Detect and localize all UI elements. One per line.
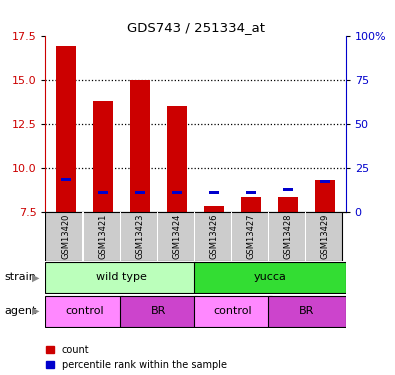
Bar (172, 191, 182, 194)
Bar (120, 212, 121, 261)
Bar (156, 212, 158, 261)
Text: GSM13424: GSM13424 (173, 214, 181, 259)
Title: GDS743 / 251334_at: GDS743 / 251334_at (126, 21, 265, 34)
Bar (231, 212, 232, 261)
Text: wild type: wild type (96, 273, 147, 282)
Text: control: control (65, 306, 103, 316)
Text: GSM13427: GSM13427 (246, 213, 256, 259)
Bar (93, 101, 113, 212)
Bar (83, 212, 84, 261)
Bar (283, 188, 293, 191)
Bar (278, 197, 298, 212)
Text: GSM13426: GSM13426 (210, 213, 218, 259)
Bar (320, 180, 331, 183)
Text: GSM13429: GSM13429 (321, 214, 330, 259)
Text: strain: strain (4, 273, 36, 282)
Bar (315, 180, 335, 212)
Bar (130, 80, 150, 212)
Bar (268, 296, 346, 327)
Bar (45, 296, 123, 327)
Text: GSM13421: GSM13421 (98, 214, 107, 259)
Bar (194, 212, 195, 261)
Text: agent: agent (4, 306, 36, 316)
Bar (246, 191, 256, 194)
Text: GSM13428: GSM13428 (284, 213, 293, 259)
Text: yucca: yucca (253, 273, 286, 282)
Text: GSM13423: GSM13423 (135, 213, 145, 259)
Text: ▶: ▶ (32, 273, 39, 282)
Bar (194, 262, 346, 293)
Bar (45, 262, 198, 293)
Bar (204, 206, 224, 212)
Bar (209, 191, 219, 194)
Text: GSM13420: GSM13420 (61, 214, 70, 259)
Bar (98, 191, 108, 194)
Bar (241, 197, 261, 212)
Bar (167, 106, 187, 212)
Text: BR: BR (299, 306, 314, 316)
Bar (56, 46, 76, 212)
Text: BR: BR (151, 306, 166, 316)
Text: control: control (213, 306, 252, 316)
Text: ▶: ▶ (32, 306, 39, 316)
Bar (120, 296, 198, 327)
Bar (60, 178, 71, 181)
Bar (268, 212, 269, 261)
Bar (135, 191, 145, 194)
Bar (194, 296, 271, 327)
Bar (305, 212, 307, 261)
Legend: count, percentile rank within the sample: count, percentile rank within the sample (46, 345, 227, 370)
